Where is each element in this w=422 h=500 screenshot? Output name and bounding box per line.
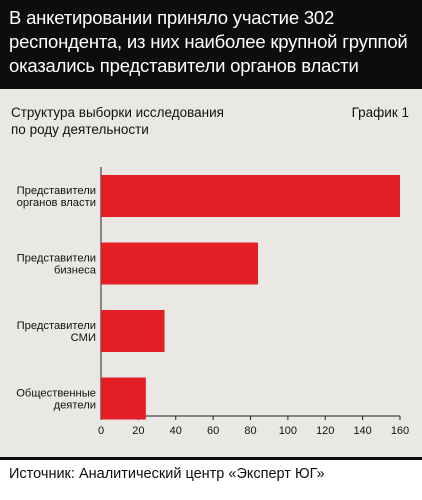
x-tick-label: 80 [244, 425, 256, 437]
x-tick-label: 60 [207, 425, 219, 437]
x-tick-label: 0 [98, 425, 104, 437]
bar [101, 310, 165, 352]
x-axis: 0 20 40 60 80 100 120 140 160 [98, 167, 409, 437]
chart-subtitle-line-1: Структура выборки исследования [11, 105, 224, 120]
x-tick-label: 100 [279, 425, 297, 437]
chart-subtitle: Структура выборки исследования по роду д… [11, 104, 271, 138]
x-tick-label: 140 [353, 425, 371, 437]
x-tick-label: 160 [391, 425, 409, 437]
bar [101, 377, 146, 420]
x-tick-label: 120 [316, 425, 334, 437]
category-labels: Представители органов власти Представители… [16, 185, 97, 412]
x-tick-label: 40 [170, 425, 182, 437]
headline-line-1: В анкетировании приняло участие 302 [9, 7, 335, 28]
category-label: Представители бизнеса [17, 253, 97, 277]
headline: В анкетировании приняло участие 302 респ… [0, 0, 422, 89]
category-label: Представители органов власти [17, 185, 96, 209]
chart-subtitle-line-2: по роду деятельности [11, 122, 149, 137]
x-tick-label: 20 [132, 425, 144, 437]
headline-line-3: оказались представители органов власти [9, 55, 359, 76]
bar [101, 242, 258, 285]
graph-number-label: График 1 [351, 105, 409, 120]
category-label: Общественные деятели [16, 388, 96, 412]
bar [101, 175, 400, 217]
category-label: Представители СМИ [17, 320, 96, 344]
source-bar [0, 457, 422, 500]
source-text: Источник: Аналитический центр «Эксперт Ю… [9, 466, 325, 482]
headline-line-2: респондента, из них наиболее крупной гру… [9, 31, 408, 52]
bars [101, 175, 400, 420]
